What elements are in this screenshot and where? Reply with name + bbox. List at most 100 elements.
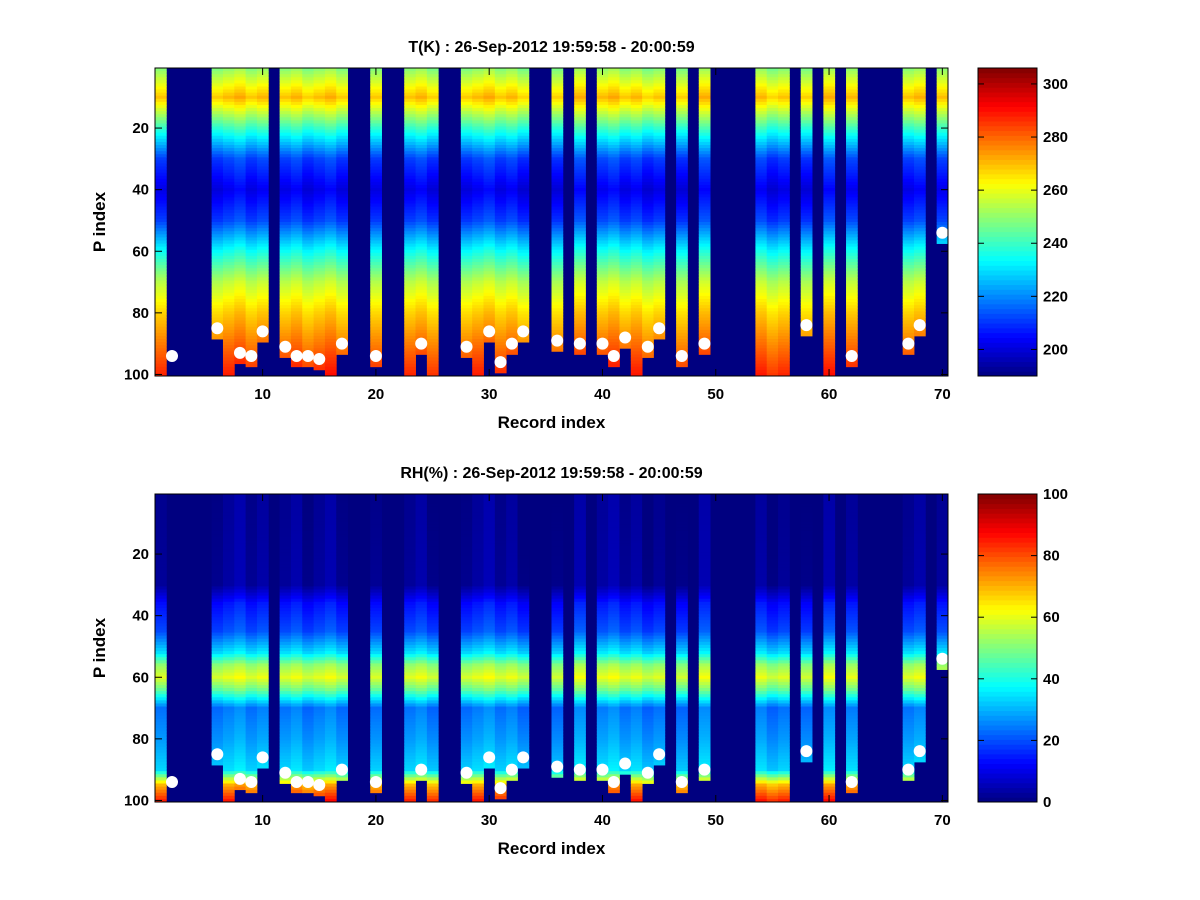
heatmap-cell xyxy=(619,234,632,238)
heatmap-cell xyxy=(313,311,326,315)
heatmap-cell xyxy=(698,209,711,214)
heatmap-cell xyxy=(245,215,258,220)
heatmap-cell xyxy=(336,348,348,352)
heatmap-cell xyxy=(222,255,235,260)
heatmap-cell xyxy=(823,320,836,325)
heatmap-cell xyxy=(914,101,926,106)
heatmap-cell xyxy=(551,138,564,143)
heatmap-cell xyxy=(755,101,768,106)
heatmap-cell xyxy=(596,83,609,87)
heatmap-cell xyxy=(608,132,620,137)
heatmap-cell xyxy=(290,521,303,526)
heatmap-cell xyxy=(755,175,768,180)
heatmap-cell xyxy=(245,524,258,529)
heatmap-cell xyxy=(608,98,620,103)
heatmap-cell xyxy=(846,243,858,248)
heatmap-cell xyxy=(222,108,235,112)
heatmap-cell xyxy=(324,228,337,232)
heatmap-cell xyxy=(290,243,303,248)
heatmap-cell xyxy=(596,114,609,118)
heatmap-cell xyxy=(256,188,269,192)
heatmap-cell xyxy=(472,200,484,204)
heatmap-cell xyxy=(676,209,688,214)
heatmap-cell xyxy=(279,684,292,689)
heatmap-cell xyxy=(619,163,632,167)
heatmap-cell xyxy=(404,181,416,186)
heatmap-cell xyxy=(800,292,813,297)
heatmap-cell xyxy=(234,225,247,229)
heatmap-cell xyxy=(302,274,314,278)
heatmap-cell xyxy=(290,339,303,343)
heatmap-cell xyxy=(234,703,247,707)
heatmap-cell xyxy=(698,305,711,309)
heatmap-cell xyxy=(211,240,224,244)
heatmap-cell xyxy=(642,68,654,72)
heatmap-cell xyxy=(211,262,224,266)
heatmap-cell xyxy=(472,357,484,361)
heatmap-cell xyxy=(653,212,666,217)
heatmap-cell xyxy=(676,80,688,84)
heatmap-cell xyxy=(472,354,484,358)
heatmap-cell xyxy=(404,329,416,334)
heatmap-cell xyxy=(222,515,235,520)
heatmap-cell xyxy=(472,323,484,328)
heatmap-cell xyxy=(279,92,292,97)
heatmap-cell xyxy=(823,255,836,260)
heatmap-cell xyxy=(766,89,779,94)
heatmap-cell xyxy=(290,651,303,655)
heatmap-cell xyxy=(279,749,292,754)
heatmap-cell xyxy=(415,104,428,109)
heatmap-cell xyxy=(155,246,167,251)
heatmap-cell xyxy=(256,595,269,600)
heatmap-cell xyxy=(755,203,768,207)
heatmap-cell xyxy=(234,611,247,615)
heatmap-cell xyxy=(279,524,292,529)
heatmap-cell xyxy=(494,209,507,214)
heatmap-cell xyxy=(324,160,337,164)
heatmap-cell xyxy=(766,188,779,192)
heatmap-cell xyxy=(279,80,292,84)
heatmap-cell xyxy=(460,317,473,321)
heatmap-cell xyxy=(279,237,292,241)
heatmap-cell xyxy=(313,571,326,575)
heatmap-cell xyxy=(483,209,496,214)
heatmap-cell xyxy=(256,98,269,103)
heatmap-cell xyxy=(846,157,858,161)
heatmap-cell xyxy=(290,178,303,183)
heatmap-cell xyxy=(234,688,247,692)
heatmap-cell xyxy=(630,114,643,118)
heatmap-cell xyxy=(324,83,337,87)
colorbar-swatch xyxy=(978,183,1037,189)
heatmap-cell xyxy=(472,89,484,94)
heatmap-cell xyxy=(415,191,428,195)
heatmap-cell xyxy=(676,101,688,106)
heatmap-cell xyxy=(155,527,167,532)
heatmap-cell xyxy=(902,252,915,257)
heatmap-cell xyxy=(245,166,258,171)
heatmap-cell xyxy=(846,246,858,251)
heatmap-cell xyxy=(766,262,779,266)
heatmap-cell xyxy=(596,314,609,318)
heatmap-cell xyxy=(426,114,439,118)
heatmap-cell xyxy=(222,243,235,248)
heatmap-cell xyxy=(472,277,484,281)
heatmap-cell xyxy=(698,138,711,143)
heatmap-cell xyxy=(324,252,337,257)
heatmap-cell xyxy=(302,141,314,146)
heatmap-cell xyxy=(472,203,484,207)
heatmap-cell xyxy=(313,151,326,155)
heatmap-cell xyxy=(290,172,303,177)
heatmap-cell xyxy=(778,132,790,137)
heatmap-cell xyxy=(234,203,247,207)
heatmap-cell xyxy=(642,120,654,124)
heatmap-cell xyxy=(846,295,858,300)
heatmap-cell xyxy=(155,262,167,266)
heatmap-cell xyxy=(619,117,632,121)
heatmap-cell xyxy=(279,500,292,504)
heatmap-cell xyxy=(222,326,235,331)
heatmap-cell xyxy=(517,231,530,235)
colorbar-swatch xyxy=(978,371,1037,377)
heatmap-cell xyxy=(460,271,473,275)
heatmap-cell xyxy=(846,194,858,198)
heatmap-cell xyxy=(676,234,688,238)
